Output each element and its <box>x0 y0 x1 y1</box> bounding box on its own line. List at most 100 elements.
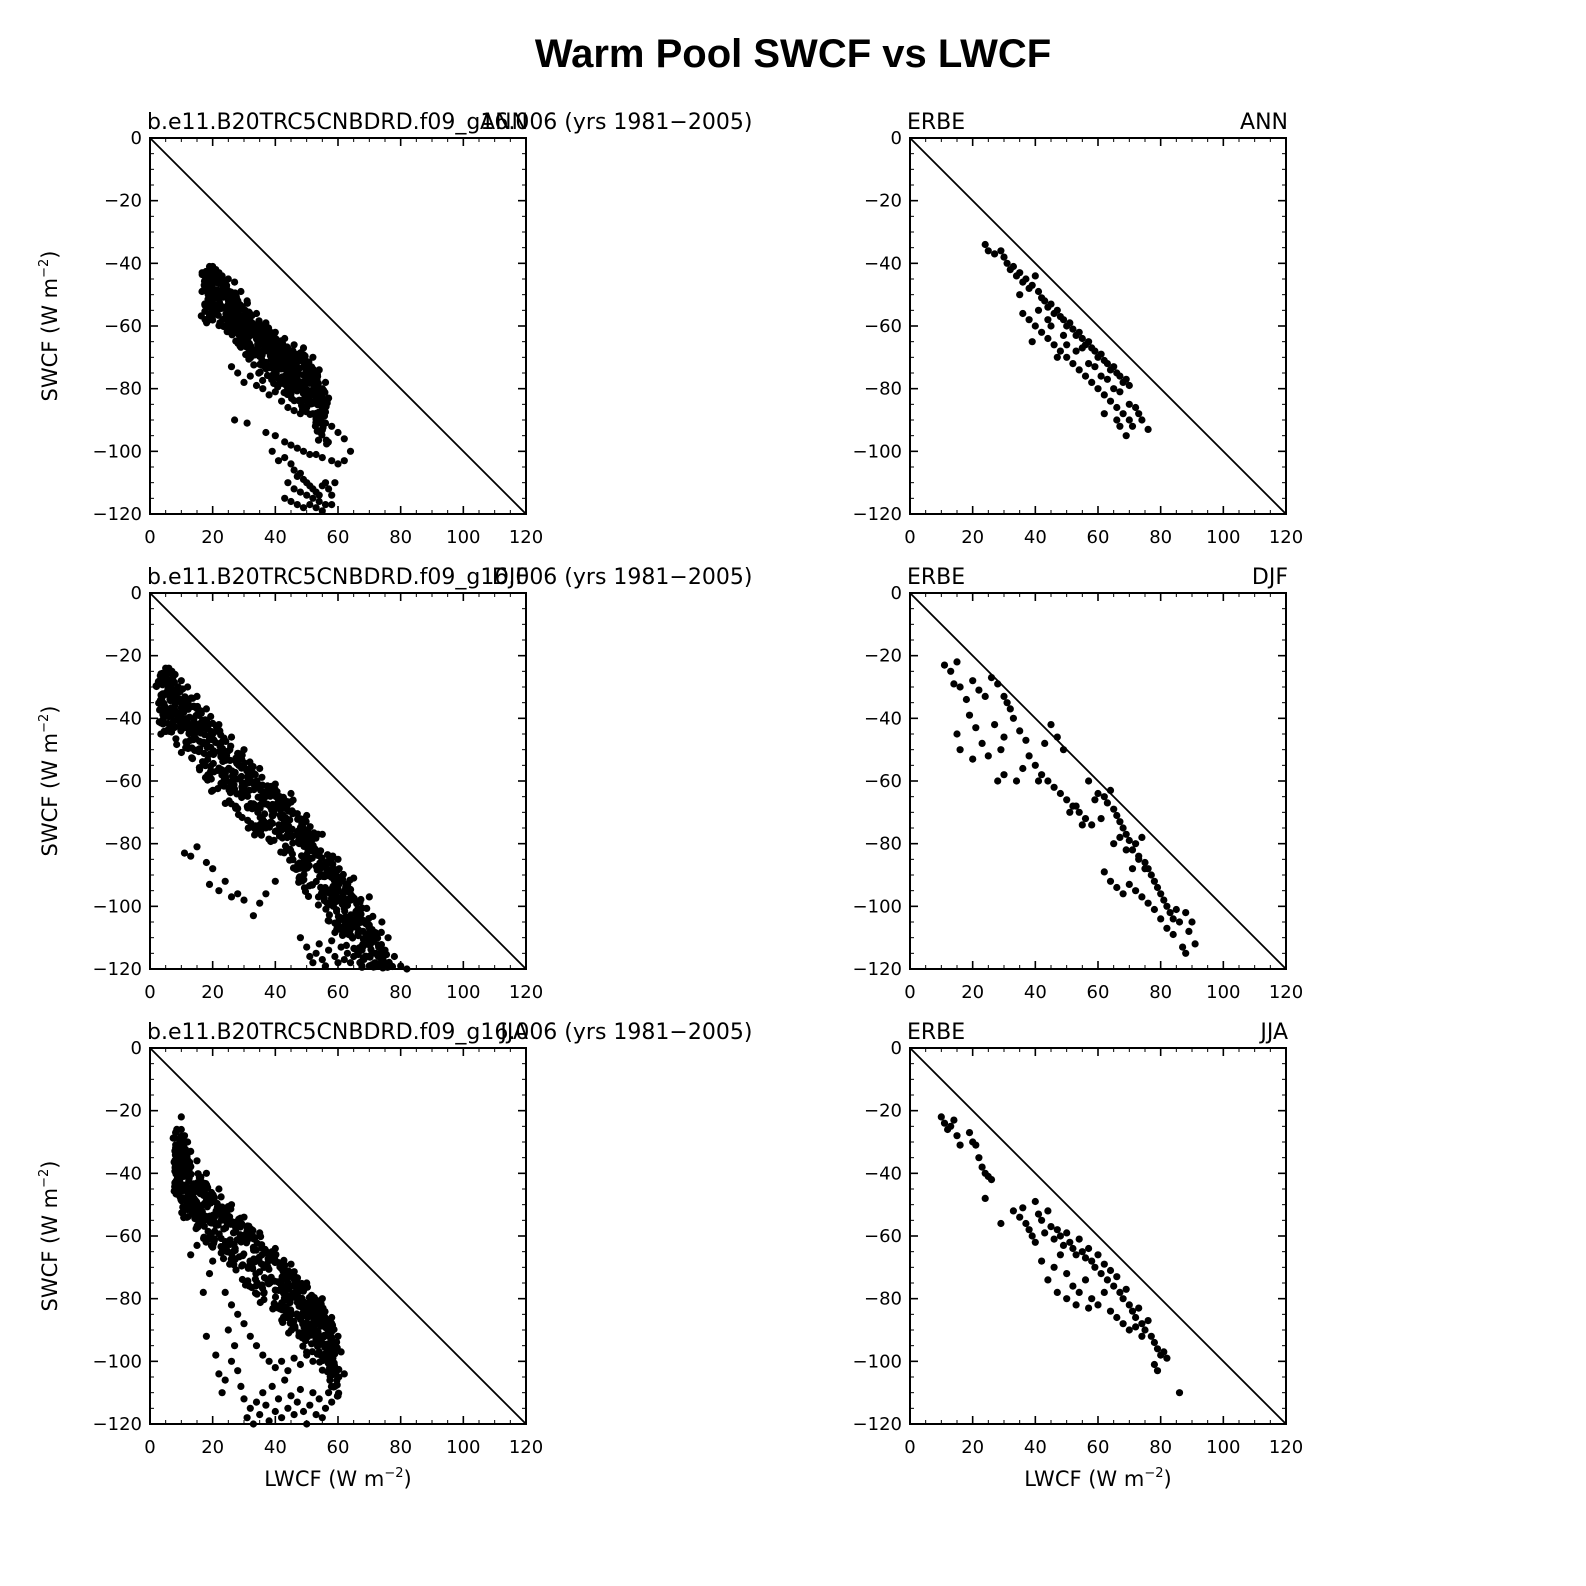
data-point <box>306 1401 314 1409</box>
data-point <box>1125 880 1133 889</box>
data-point <box>251 1289 260 1297</box>
data-point <box>309 1357 317 1365</box>
data-point <box>322 1322 330 1330</box>
x-axis-title-close: ) <box>404 1467 412 1491</box>
data-point <box>202 1214 210 1222</box>
data-point <box>1094 385 1102 393</box>
data-point <box>356 898 364 906</box>
data-point <box>318 1366 326 1374</box>
data-point <box>172 686 180 694</box>
data-point <box>212 727 221 735</box>
data-point <box>307 373 315 381</box>
data-point <box>209 1191 217 1199</box>
data-point <box>296 378 305 386</box>
data-point <box>1113 1273 1121 1281</box>
data-point <box>213 286 221 294</box>
data-point <box>186 726 195 734</box>
data-point <box>248 1283 256 1292</box>
panel-2: ERBE ANN 0 20 40 60 80 100 120 0 −20 −40 −60 −80 −100 −… <box>853 110 1304 548</box>
data-point <box>1110 363 1118 371</box>
data-point <box>1150 905 1158 914</box>
x-tick-label: 20 <box>201 1437 224 1458</box>
data-point <box>291 1322 299 1330</box>
data-point <box>1157 915 1165 923</box>
data-point <box>1175 918 1184 926</box>
data-point <box>290 407 298 415</box>
data-point <box>1000 253 1008 261</box>
y-tick-label: −20 <box>864 646 902 667</box>
x-tick-label: 0 <box>144 982 155 1003</box>
data-point <box>321 1341 329 1349</box>
data-point <box>166 705 175 713</box>
data-point <box>364 940 372 949</box>
data-point <box>1125 381 1133 390</box>
data-point <box>214 785 222 793</box>
data-point <box>165 691 173 699</box>
data-point <box>182 715 190 723</box>
data-point <box>271 1364 279 1372</box>
data-point <box>303 943 311 951</box>
data-point <box>312 450 320 459</box>
data-point <box>295 859 304 867</box>
data-point <box>1141 865 1149 873</box>
data-point <box>271 804 279 812</box>
data-point <box>303 402 311 410</box>
x-tick-label: 60 <box>1087 527 1110 548</box>
data-point <box>307 363 315 371</box>
data-point <box>293 1274 302 1282</box>
y-axis-title-base: SWCF (W m <box>38 1188 62 1312</box>
data-point <box>1141 858 1149 867</box>
x-tick-label: 80 <box>1149 1437 1172 1458</box>
data-point <box>334 855 342 863</box>
y-tick-label: −120 <box>93 959 142 980</box>
data-point <box>328 491 336 499</box>
data-point <box>289 796 297 804</box>
data-point <box>1056 789 1064 798</box>
data-point <box>210 736 218 744</box>
panels: b.e11.B20TRC5CNBDRD.f09_g16.006 (yrs 198… <box>37 110 1303 1491</box>
data-point <box>200 759 208 767</box>
data-point <box>1003 259 1011 267</box>
data-point <box>321 408 330 416</box>
data-point <box>231 278 239 286</box>
data-point <box>335 873 343 881</box>
data-point <box>232 337 240 345</box>
data-point <box>252 828 260 836</box>
data-point <box>229 1229 238 1237</box>
data-point <box>199 738 207 746</box>
data-point <box>256 764 264 773</box>
data-point <box>202 1169 210 1177</box>
data-point <box>969 677 977 685</box>
data-point <box>174 1161 182 1169</box>
data-point <box>1031 761 1039 769</box>
data-point <box>312 1411 320 1419</box>
data-point <box>212 1351 220 1359</box>
x-tick-label: 80 <box>389 982 412 1003</box>
data-point <box>342 917 350 925</box>
data-point <box>189 1200 197 1208</box>
data-point <box>956 683 964 691</box>
data-point <box>222 287 230 295</box>
data-point <box>156 706 164 714</box>
data-point <box>334 959 342 967</box>
data-point <box>280 359 288 367</box>
data-point <box>314 901 322 909</box>
data-point <box>275 352 283 360</box>
data-point <box>217 779 225 788</box>
data-point <box>1081 815 1090 823</box>
data-point <box>279 365 287 373</box>
data-point <box>214 275 222 283</box>
data-point <box>176 718 184 726</box>
data-point <box>284 479 292 487</box>
data-point <box>378 918 386 926</box>
data-point <box>978 1163 986 1171</box>
y-tick-label: 0 <box>131 1038 142 1059</box>
data-point <box>953 658 961 666</box>
data-point <box>365 893 373 901</box>
data-point <box>199 1288 207 1296</box>
reference-line <box>149 592 527 970</box>
data-point <box>242 307 250 315</box>
scatter-points <box>981 240 1152 440</box>
data-point <box>340 956 348 964</box>
data-point <box>328 457 336 465</box>
